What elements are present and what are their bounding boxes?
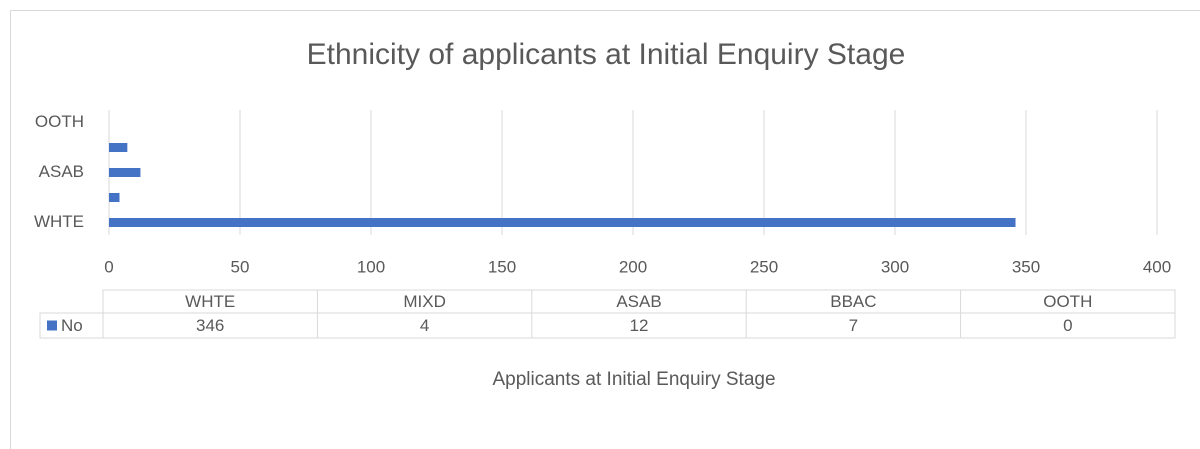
bar (109, 218, 1016, 227)
legend-label: No (61, 316, 83, 335)
table-value: 12 (630, 316, 649, 335)
y-tick-label: OOTH (35, 112, 84, 131)
x-tick-label: 200 (619, 257, 647, 276)
y-tick-label: ASAB (39, 162, 84, 181)
table-header: OOTH (1043, 292, 1092, 311)
table-value: 7 (849, 316, 858, 335)
x-tick-label: 300 (881, 257, 909, 276)
table-header: MIXD (403, 292, 446, 311)
bar (109, 143, 128, 152)
table-header: WHTE (185, 292, 235, 311)
chart-frame (10, 10, 1200, 449)
x-tick-label: 50 (231, 257, 250, 276)
table-header: BBAC (830, 292, 876, 311)
x-tick-label: 100 (357, 257, 385, 276)
legend-swatch (47, 320, 57, 331)
y-tick-label: WHTE (34, 212, 84, 231)
table-cell (39, 312, 1176, 339)
table-value: 4 (420, 316, 429, 335)
table-value: 0 (1063, 316, 1072, 335)
x-tick-label: 150 (488, 257, 516, 276)
x-tick-label: 0 (104, 257, 113, 276)
chart-title: Ethnicity of applicants at Initial Enqui… (307, 38, 906, 71)
x-axis-title: Applicants at Initial Enquiry Stage (492, 369, 775, 390)
table-value: 346 (196, 316, 224, 335)
x-tick-label: 350 (1012, 257, 1040, 276)
bar (109, 193, 120, 202)
x-tick-label: 250 (750, 257, 778, 276)
x-tick-label: 400 (1143, 257, 1171, 276)
bar (109, 168, 141, 177)
table-header: ASAB (616, 292, 661, 311)
